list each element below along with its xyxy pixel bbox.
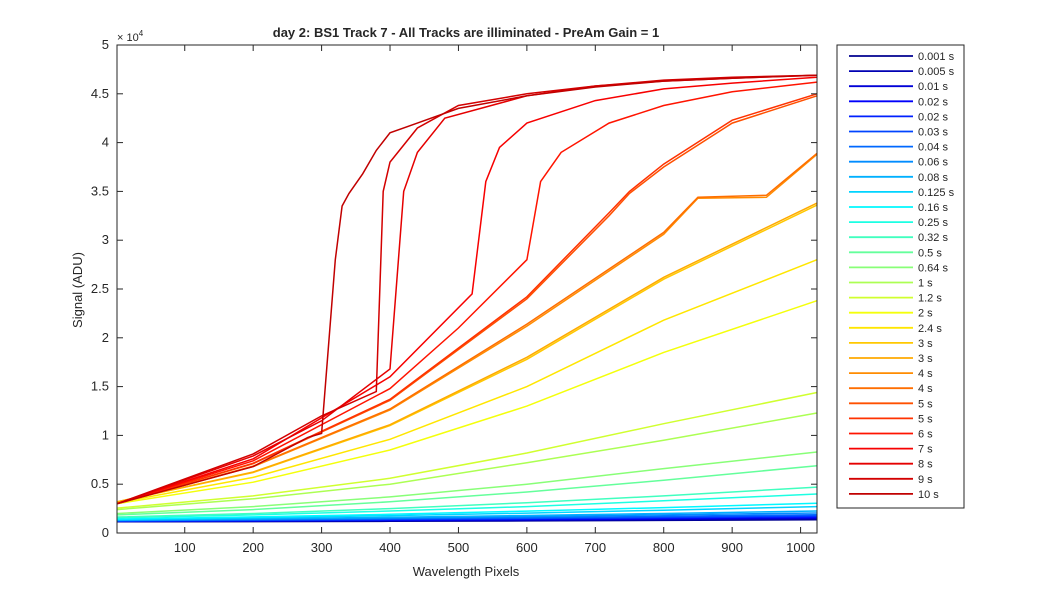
series-line-18 [116,299,818,505]
series-line-21 [116,202,818,503]
legend-box [836,44,965,509]
legend-entry-label: 10 s [918,489,939,501]
legend-entry-label: 3 s [918,353,933,365]
legend-entry-label: 0.02 s [918,96,948,108]
y-tick-label: 4.5 [91,86,109,101]
x-tick-label: 900 [721,540,743,555]
series-line-29 [116,74,818,505]
x-tick-label: 500 [448,540,470,555]
series-line-17 [116,391,818,509]
series-line-12 [116,493,818,519]
legend-entry-label: 5 s [918,398,933,410]
x-tick-label: 1000 [786,540,815,555]
series-line-9 [116,510,818,521]
y-tick-label: 0 [102,525,109,540]
x-tick-label: 700 [584,540,606,555]
plot-area [117,45,817,533]
y-tick-label: 3.5 [91,183,109,198]
y-tick-label: 0.5 [91,476,109,491]
y-tick-label: 2 [102,330,109,345]
series-lines [116,74,818,523]
legend-entry-label: 0.02 s [918,111,948,123]
legend-entry-label: 2.4 s [918,323,942,335]
legend-entry-label: 0.001 s [918,51,955,63]
legend-entry-label: 6 s [918,429,933,441]
y-tick-label: 1.5 [91,379,109,394]
series-line-11 [116,502,818,520]
legend-entry-label: 3 s [918,338,933,350]
x-tick-label: 100 [174,540,196,555]
series-line-30 [116,74,818,505]
x-tick-label: 800 [653,540,675,555]
legend-entry-label: 0.08 s [918,172,948,184]
legend-entry-label: 8 s [918,459,933,471]
legend-entry-label: 0.06 s [918,157,948,169]
series-line-23 [116,152,818,505]
y-tick-label: 2.5 [91,281,109,296]
x-tick-label: 200 [242,540,264,555]
y-exponent-label: × 104 [117,29,144,44]
legend-entry-label: 7 s [918,444,933,456]
series-line-13 [116,486,818,518]
legend-entry-label: 0.125 s [918,187,955,199]
legend-entry-label: 9 s [918,474,933,486]
legend-entry-label: 0.03 s [918,127,948,139]
legend-entry-label: 4 s [918,383,933,395]
series-line-16 [116,412,818,511]
y-tick-label: 5 [102,37,109,52]
legend-entry-label: 0.32 s [918,232,948,244]
legend-entry-label: 0.01 s [918,81,948,93]
plot-background [117,45,817,533]
legend-entry-label: 0.04 s [918,142,948,154]
x-tick-label: 400 [379,540,401,555]
series-line-19 [116,259,818,504]
series-line-14 [116,464,818,516]
legend-entry-label: 5 s [918,413,933,425]
legend-entry-label: 4 s [918,368,933,380]
legend-entry-label: 0.005 s [918,66,955,78]
legend-entry-label: 1.2 s [918,293,942,305]
y-tick-label: 4 [102,135,109,150]
x-tick-label: 600 [516,540,538,555]
x-tick-label: 300 [311,540,333,555]
y-tick-label: 3 [102,232,109,247]
legend-entry-label: 0.25 s [918,217,948,229]
legend-entry-label: 1 s [918,278,933,290]
legend-entry-label: 0.64 s [918,262,948,274]
legend-entry-label: 0.5 s [918,247,942,259]
series-line-26 [116,81,818,505]
y-tick-label: 1 [102,427,109,442]
axes: 100 200 300 400 500 600 700 800 900 1000 0 0.5 1 1.5 2… [91,37,818,555]
chart-title: day 2: BS1 Track 7 - All Tracks are illi… [273,25,659,40]
x-axis-label: Wavelength Pixels [413,564,520,579]
legend-entry-label: 2 s [918,308,933,320]
series-line-15 [116,451,818,515]
legend: 0.001 s 0.005 s 0.01 s 0.02 s 0.02 s 0.03 s 0.… [836,44,965,509]
legend-entry-label: 0.16 s [918,202,948,214]
series-line-10 [116,505,818,521]
y-axis-label: Signal (ADU) [70,252,85,328]
